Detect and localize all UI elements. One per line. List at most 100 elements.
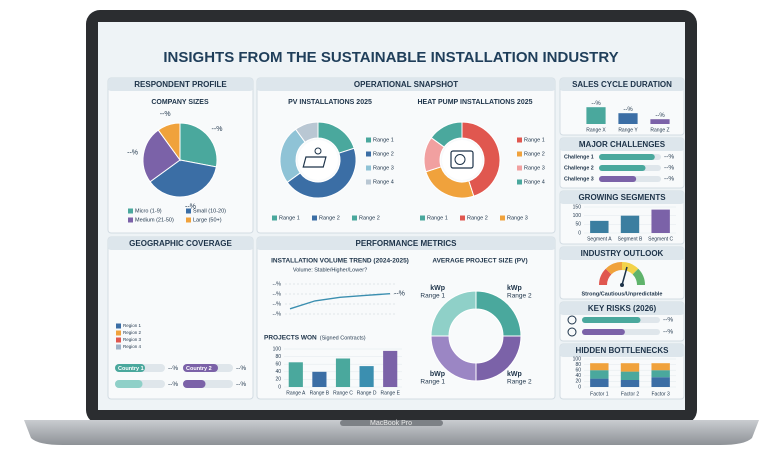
panel-header: [560, 78, 684, 91]
slice: [179, 122, 218, 168]
legend-swatch: [517, 151, 522, 157]
legend-swatch: [420, 215, 425, 221]
y-tick-label: 0: [278, 384, 281, 390]
x-tick-label: Factor 2: [621, 391, 640, 397]
y-label: --%: [272, 291, 281, 297]
legend-swatch: [312, 215, 317, 221]
subtitle: COMPANY SIZES: [151, 99, 209, 106]
bar: [582, 329, 625, 335]
main-title: INSIGHTS FROM THE SUSTAINABLE INSTALLATI…: [163, 49, 618, 66]
bar: [599, 176, 637, 182]
legend-label: Range 2: [467, 215, 488, 221]
chart-title: HEAT PUMP INSTALLATIONS 2025: [418, 99, 533, 106]
fan-icon: [454, 154, 466, 165]
bar: [586, 107, 606, 124]
slice: [294, 121, 319, 143]
x-tick-label: Range C: [333, 390, 353, 396]
risk-icon: [567, 315, 577, 325]
x-tick-label: Range Z: [650, 127, 669, 133]
segment-unit: bWp: [430, 371, 445, 378]
gauge-arc: [599, 268, 612, 285]
stacked-bar: [651, 370, 670, 378]
value-label: --%: [655, 113, 665, 119]
segment-unit: kWp: [507, 371, 522, 378]
legend-label: Range 2: [319, 215, 340, 221]
x-tick-label: Range B: [310, 390, 330, 396]
risk-icon: [567, 327, 577, 337]
legend-swatch: [272, 215, 277, 221]
panel-title: SALES CYCLE DURATION: [572, 80, 672, 89]
legend-label: Large (50+): [193, 217, 222, 223]
legend-label: Range 4: [524, 179, 545, 185]
legend-label: Micro (1-9): [135, 208, 162, 214]
legend-label: Range 1: [373, 137, 394, 143]
x-tick-label: Segment B: [618, 236, 643, 242]
bar: [312, 371, 327, 387]
bar-label: --%: [236, 365, 246, 372]
value-label: --%: [664, 154, 674, 161]
y-tick-label: 60: [275, 362, 281, 368]
trend-line: [289, 292, 391, 310]
bar: [590, 220, 609, 233]
legend-label: Range 1: [524, 137, 545, 143]
legend-label: Range 3: [373, 165, 394, 171]
legend-swatch: [128, 208, 133, 214]
legend-swatch: [352, 215, 357, 221]
panel-title: MAJOR CHALLENGES: [579, 140, 666, 149]
panel-title: KEY RISKS (2026): [588, 304, 657, 313]
y-label: --%: [272, 301, 281, 307]
laptop-base: [24, 420, 759, 445]
legend-swatch: [116, 337, 121, 343]
legend-swatch: [517, 165, 522, 171]
panel-header: [560, 138, 684, 151]
y-label: --%: [272, 281, 281, 287]
y-tick-label: 40: [575, 373, 581, 379]
bar: [115, 380, 143, 388]
value-label: --%: [664, 165, 674, 172]
legend-swatch: [116, 330, 121, 336]
y-tick-label: 50: [575, 222, 581, 228]
panel-title: GROWING SEGMENTS: [578, 193, 666, 202]
legend-swatch: [366, 179, 371, 185]
panel-title: GEOGRAPHIC COVERAGE: [129, 239, 232, 248]
heat-pump-icon: [450, 150, 474, 169]
x-tick-label: Segment C: [648, 236, 673, 242]
y-tick-label: 20: [275, 377, 281, 383]
stacked-bar: [651, 363, 670, 371]
x-tick-label: Factor 1: [590, 391, 609, 397]
bar: [599, 165, 646, 171]
panel-title: INDUSTRY OUTLOOK: [581, 249, 664, 258]
device-label: MacBook Pro: [370, 420, 412, 427]
legend-label: Range 1: [279, 215, 300, 221]
panel-title: HIDDEN BOTTLENECKS: [576, 346, 670, 355]
legend-swatch: [517, 179, 522, 185]
segment-unit: kWp: [507, 285, 522, 292]
legend-label: Range 2: [524, 151, 545, 157]
legend-label: Region 2: [123, 330, 142, 335]
donut-center: [298, 140, 338, 180]
x-tick-label: Segment A: [587, 236, 612, 242]
stacked-bar: [651, 377, 670, 387]
panel-header: [257, 78, 555, 91]
chart-note: (Signed Contracts): [320, 335, 366, 341]
gauge-caption: Strong/Cautious/Unpredictable: [582, 291, 663, 297]
stacked-bar: [620, 363, 640, 372]
chart-title: AVERAGE PROJECT SIZE (PV): [432, 258, 527, 265]
y-tick-label: 80: [275, 354, 281, 360]
bar: [335, 358, 351, 387]
bar: [183, 364, 218, 372]
slice: [430, 290, 477, 337]
panel-header: [257, 237, 555, 250]
row-label: Challenge 3: [564, 176, 594, 182]
slice: [286, 147, 357, 199]
bar-label: --%: [168, 381, 178, 388]
row-label: Challenge 2: [564, 165, 594, 171]
bar: [582, 317, 641, 323]
slice-label: --%: [212, 126, 223, 133]
value-label: --%: [663, 317, 673, 324]
y-tick-label: 0: [578, 384, 581, 390]
y-tick-label: 100: [273, 346, 282, 352]
legend-swatch: [366, 137, 371, 143]
legend-label: Range 4: [373, 179, 394, 185]
